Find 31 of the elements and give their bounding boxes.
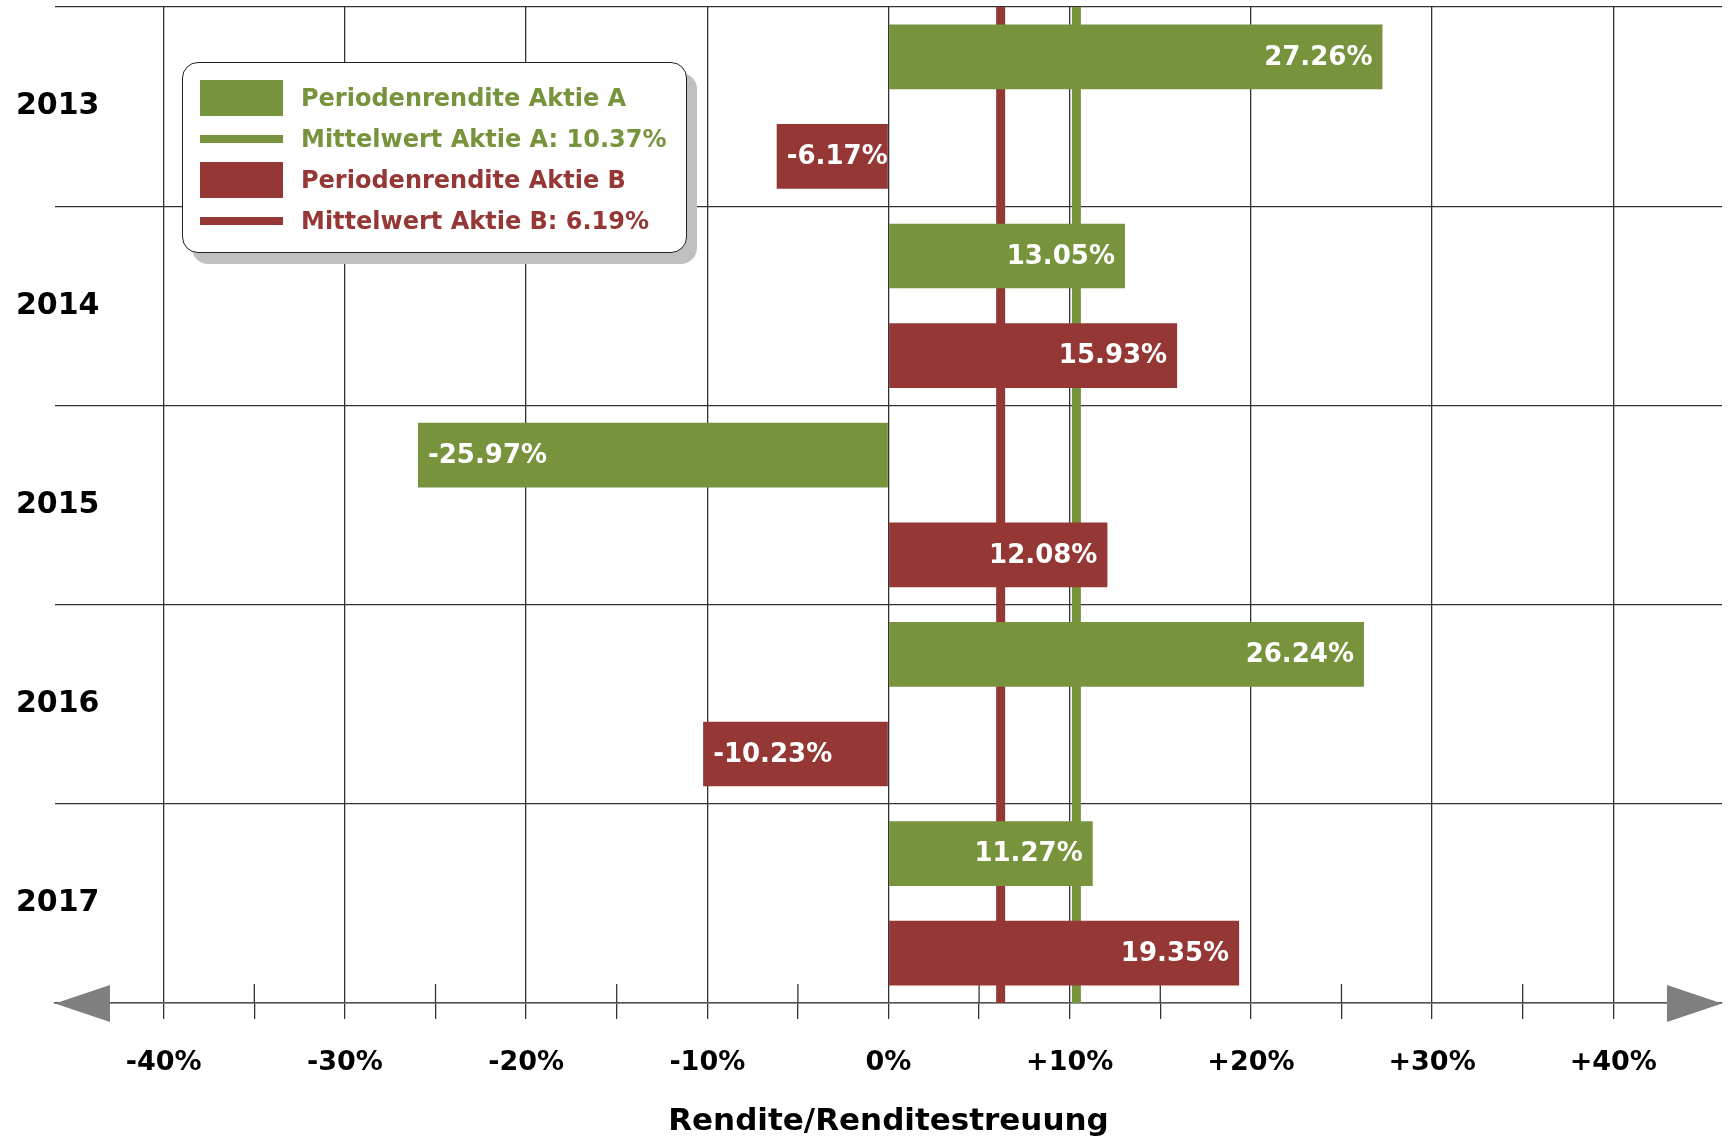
data-label: -10.23%	[713, 737, 833, 768]
y-tick-label: 2016	[16, 684, 100, 719]
data-label: 27.26%	[1264, 40, 1373, 71]
y-tick-label: 2014	[16, 285, 100, 321]
x-tick-label: +30%	[1388, 1045, 1476, 1077]
x-tick-label: +10%	[1026, 1045, 1114, 1077]
bar	[417, 422, 888, 488]
x-tick-label: -40%	[125, 1045, 202, 1077]
x-tick-label: -10%	[669, 1045, 746, 1077]
x-axis-title: Rendite/Renditestreuung	[668, 1101, 1109, 1138]
x-tick-label: -20%	[488, 1045, 565, 1077]
legend-label: Periodenrendite Aktie A	[301, 83, 627, 112]
data-label: 13.05%	[1006, 239, 1115, 270]
bar	[703, 721, 888, 787]
y-tick-label: 2017	[16, 883, 100, 919]
x-tick-label: 0%	[865, 1045, 912, 1077]
x-tick-label: +20%	[1207, 1045, 1295, 1077]
data-label: -25.97%	[427, 438, 548, 469]
data-label: 12.08%	[989, 538, 1098, 569]
x-tick-label: -30%	[306, 1045, 383, 1077]
ref-line-label: Mittelwert Aktie A: 10.37%	[301, 124, 667, 153]
data-label: 11.27%	[974, 837, 1083, 868]
ref-line-label: Mittelwert Aktie B: 6.19%	[301, 206, 650, 235]
legend-label: Periodenrendite Aktie B	[301, 165, 626, 194]
data-label: 26.24%	[1245, 638, 1354, 669]
x-tick-label: +40%	[1569, 1045, 1657, 1077]
data-label: -6.17%	[786, 140, 888, 171]
data-label: 19.35%	[1120, 936, 1230, 967]
data-label: 15.93%	[1058, 339, 1168, 370]
y-tick-label: 2013	[16, 86, 100, 122]
y-tick-label: 2015	[16, 484, 100, 520]
